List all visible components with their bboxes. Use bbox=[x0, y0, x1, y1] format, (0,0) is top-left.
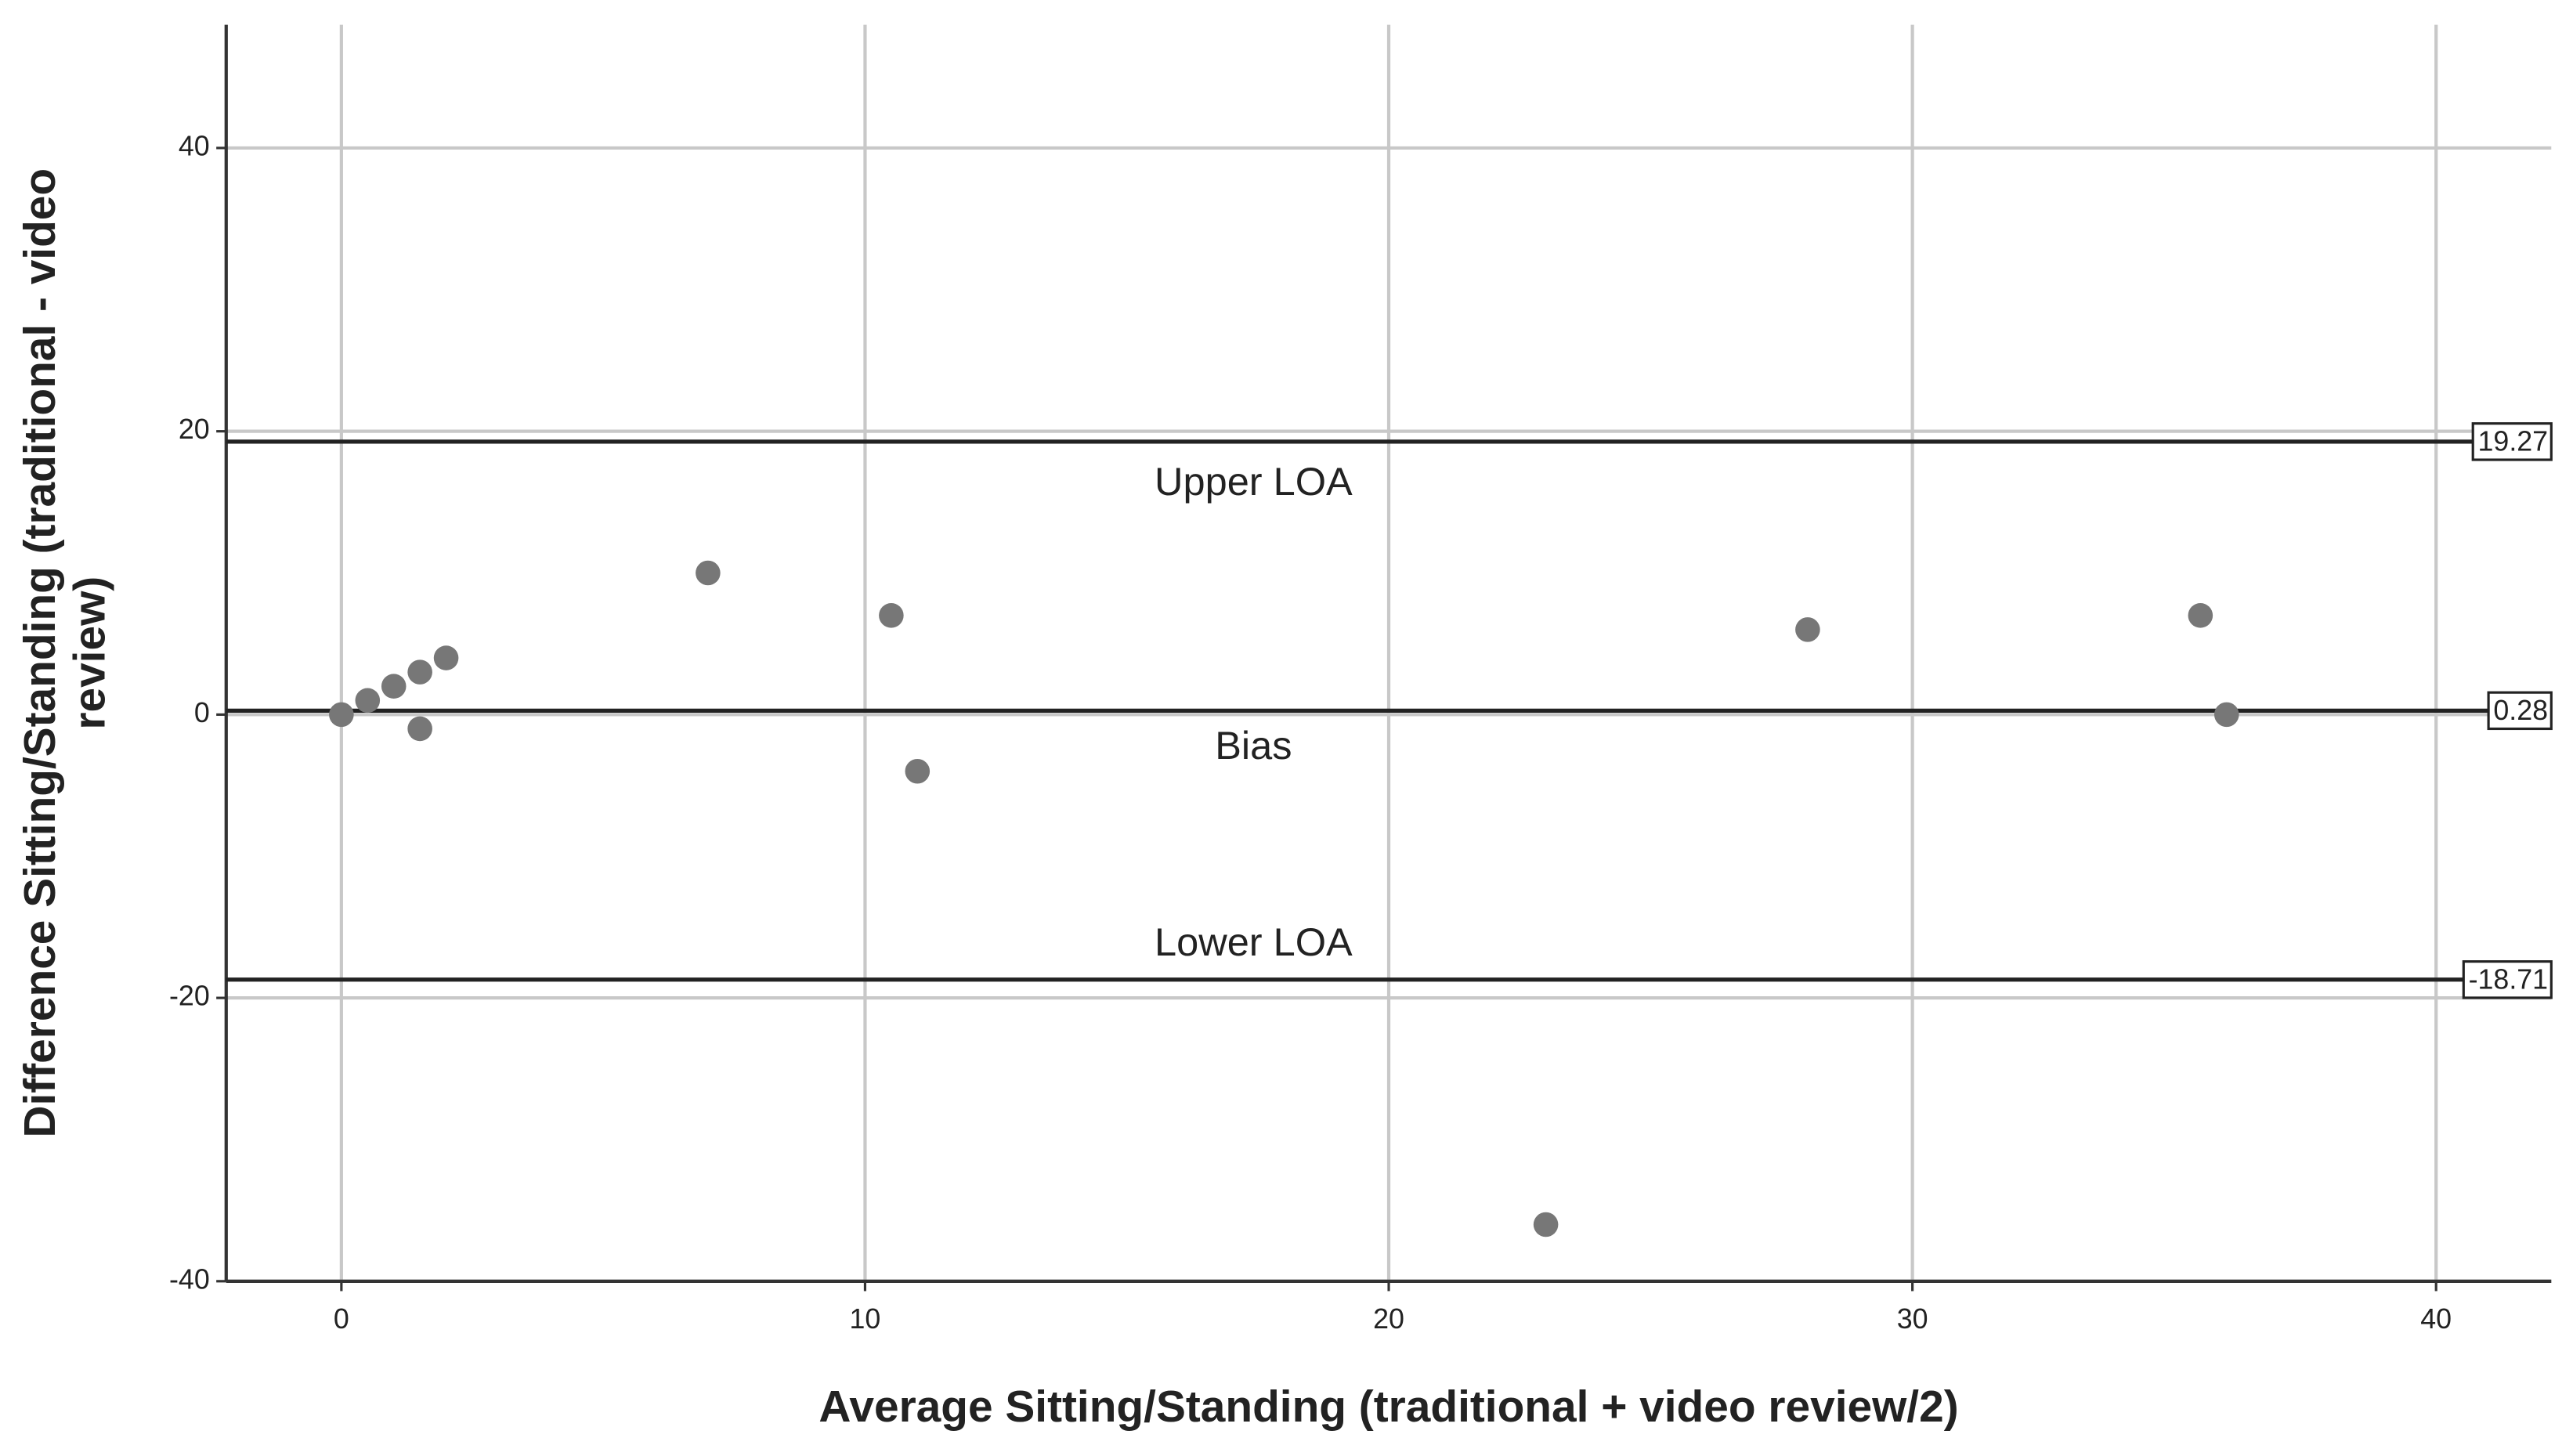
y-axis-label: review) bbox=[65, 576, 114, 730]
y-tick-label: 20 bbox=[179, 414, 210, 445]
point bbox=[2188, 602, 2213, 628]
reference-line-value: -18.71 bbox=[2469, 963, 2548, 995]
point bbox=[1533, 1212, 1559, 1237]
x-tick-label: 40 bbox=[2420, 1303, 2452, 1335]
y-tick-label: 0 bbox=[194, 697, 210, 728]
reference-line-value: 19.27 bbox=[2478, 425, 2549, 457]
point bbox=[696, 560, 721, 586]
point bbox=[2213, 702, 2239, 728]
reference-line-value: 0.28 bbox=[2493, 695, 2548, 726]
x-tick-label: 10 bbox=[850, 1303, 881, 1335]
value-box bbox=[2462, 960, 2553, 999]
point bbox=[355, 688, 381, 714]
point bbox=[905, 758, 931, 784]
point bbox=[1795, 617, 1820, 642]
point bbox=[407, 659, 432, 685]
point bbox=[433, 645, 459, 670]
y-axis-label: Difference Sitting/Standing (traditional… bbox=[16, 168, 65, 1138]
point bbox=[329, 702, 354, 728]
reference-line-name: Lower LOA bbox=[1155, 919, 1353, 964]
y-tick-label: -40 bbox=[169, 1263, 210, 1295]
y-tick-label: 40 bbox=[179, 130, 210, 161]
x-tick-label: 20 bbox=[1373, 1303, 1404, 1335]
reference-line-name: Upper LOA bbox=[1155, 459, 1353, 504]
point bbox=[381, 674, 407, 699]
reference-line-name: Bias bbox=[1215, 723, 1292, 768]
value-box bbox=[2471, 422, 2553, 461]
value-box bbox=[2487, 691, 2553, 731]
point bbox=[407, 716, 432, 742]
x-tick-label: 30 bbox=[1897, 1303, 1928, 1335]
y-tick-label: -20 bbox=[169, 981, 210, 1012]
x-axis-label: Average Sitting/Standing (traditional + … bbox=[819, 1382, 1958, 1432]
x-tick-label: 0 bbox=[334, 1303, 349, 1335]
point bbox=[879, 602, 904, 628]
